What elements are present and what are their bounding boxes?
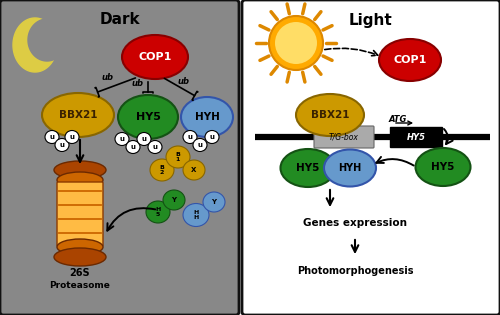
Ellipse shape xyxy=(54,248,106,266)
Text: u: u xyxy=(198,142,202,148)
Ellipse shape xyxy=(205,130,219,144)
Ellipse shape xyxy=(148,140,162,153)
Ellipse shape xyxy=(54,161,106,179)
Text: u: u xyxy=(142,136,146,142)
Text: COP1: COP1 xyxy=(394,55,426,65)
Ellipse shape xyxy=(65,130,79,144)
Text: ub: ub xyxy=(178,77,190,87)
Ellipse shape xyxy=(115,133,129,146)
Text: B
2: B 2 xyxy=(160,165,164,175)
Ellipse shape xyxy=(137,133,151,146)
Bar xyxy=(390,127,442,147)
Ellipse shape xyxy=(57,239,103,255)
Ellipse shape xyxy=(183,130,197,144)
Ellipse shape xyxy=(126,140,140,153)
FancyBboxPatch shape xyxy=(242,0,500,315)
Ellipse shape xyxy=(183,160,205,180)
Text: X: X xyxy=(192,167,196,173)
Text: Genes expression: Genes expression xyxy=(303,218,407,228)
Text: BBX21: BBX21 xyxy=(311,110,349,120)
Text: Y: Y xyxy=(212,199,216,205)
Text: u: u xyxy=(70,134,74,140)
Ellipse shape xyxy=(275,22,317,64)
Text: H
5: H 5 xyxy=(156,207,160,217)
Ellipse shape xyxy=(379,39,441,81)
Text: Light: Light xyxy=(349,13,393,27)
Text: HY5: HY5 xyxy=(296,163,320,173)
Ellipse shape xyxy=(203,192,225,212)
Text: u: u xyxy=(60,142,64,148)
FancyBboxPatch shape xyxy=(0,0,239,315)
FancyBboxPatch shape xyxy=(57,182,103,246)
Text: ub: ub xyxy=(101,73,113,83)
Ellipse shape xyxy=(42,93,114,137)
Text: ATG: ATG xyxy=(389,114,407,123)
Polygon shape xyxy=(13,18,57,72)
Text: Photomorphogenesis: Photomorphogenesis xyxy=(297,266,413,276)
Text: u: u xyxy=(188,134,192,140)
Text: u: u xyxy=(120,136,124,142)
Text: u: u xyxy=(210,134,214,140)
Text: HY5: HY5 xyxy=(432,162,454,172)
Ellipse shape xyxy=(183,203,209,226)
Ellipse shape xyxy=(122,35,188,79)
Polygon shape xyxy=(28,19,66,61)
Ellipse shape xyxy=(166,146,190,168)
Text: T/G-box: T/G-box xyxy=(329,133,359,141)
Text: HY5: HY5 xyxy=(406,133,426,141)
Ellipse shape xyxy=(324,150,376,186)
Text: ub: ub xyxy=(132,79,144,89)
Ellipse shape xyxy=(280,149,336,187)
Ellipse shape xyxy=(57,172,103,188)
Text: COP1: COP1 xyxy=(138,52,172,62)
Text: u: u xyxy=(50,134,54,140)
Text: Proteasome: Proteasome xyxy=(50,280,110,289)
Ellipse shape xyxy=(193,139,207,152)
Ellipse shape xyxy=(163,190,185,210)
Ellipse shape xyxy=(118,95,178,139)
Ellipse shape xyxy=(45,130,59,144)
Text: HY5: HY5 xyxy=(136,112,160,122)
Text: Dark: Dark xyxy=(100,13,140,27)
Ellipse shape xyxy=(55,139,69,152)
Ellipse shape xyxy=(150,159,174,181)
Ellipse shape xyxy=(146,201,170,223)
Text: u: u xyxy=(152,144,158,150)
FancyBboxPatch shape xyxy=(314,126,374,148)
Text: H
H: H H xyxy=(194,209,198,220)
Text: HYH: HYH xyxy=(194,112,220,122)
Ellipse shape xyxy=(416,148,470,186)
Ellipse shape xyxy=(269,16,323,70)
Text: BBX21: BBX21 xyxy=(59,110,97,120)
Text: Y: Y xyxy=(172,197,176,203)
Text: 26S: 26S xyxy=(70,268,90,278)
Text: HYH: HYH xyxy=(338,163,361,173)
Text: B
1: B 1 xyxy=(176,152,180,163)
Ellipse shape xyxy=(181,97,233,137)
Text: u: u xyxy=(130,144,136,150)
Ellipse shape xyxy=(296,94,364,136)
